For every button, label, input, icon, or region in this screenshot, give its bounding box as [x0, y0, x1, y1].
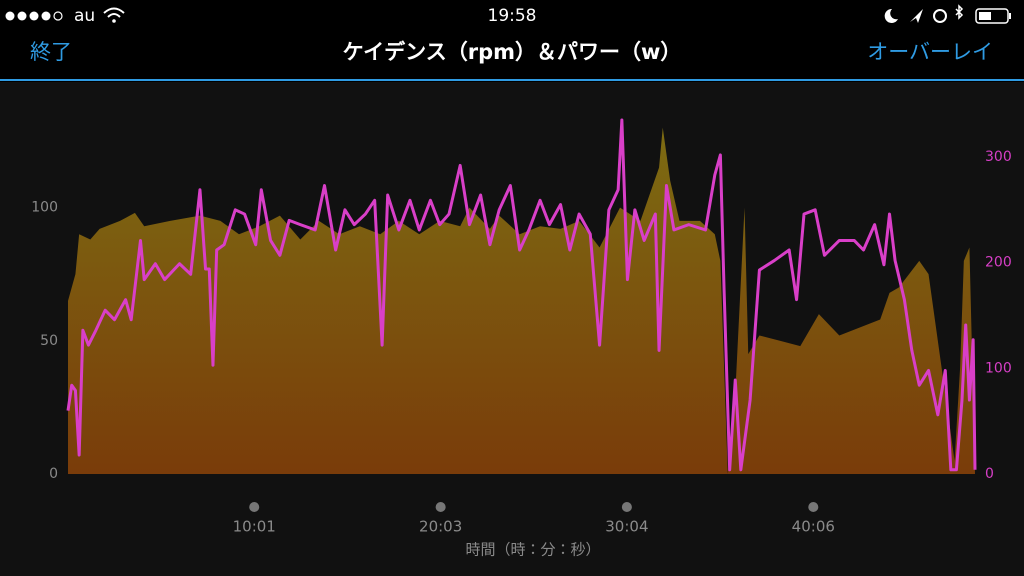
nav-title: ケイデンス（rpm）＆パワー（w）	[343, 40, 682, 64]
y2-tick-label: 200	[985, 255, 1012, 271]
signal	[5, 11, 63, 21]
power-line	[66, 118, 977, 472]
cadence-area	[68, 127, 975, 475]
x-tick-label: 10:01	[233, 518, 276, 536]
x-tick-mark	[808, 502, 819, 512]
overlay-button[interactable]: オーバーレイ	[867, 40, 993, 64]
x-tick-mark	[435, 502, 446, 512]
status-icons	[884, 4, 1011, 24]
x-tick-label: 20:03	[419, 518, 462, 536]
y2-tick-label: 300	[985, 149, 1012, 165]
carrier: au	[74, 6, 95, 26]
back-button[interactable]: 終了	[30, 40, 72, 64]
x-tick-mark	[249, 502, 260, 512]
top-bar	[0, 0, 1024, 82]
y-tick-label: 100	[31, 200, 58, 216]
x-tick-label: 30:04	[605, 518, 648, 536]
y-tick-label: 0	[49, 466, 58, 482]
x-tick-mark	[621, 502, 632, 512]
x-axis-label: 時間（時：分：秒）	[465, 541, 600, 559]
x-tick-label: 40:06	[792, 518, 835, 536]
y-tick-label: 50	[40, 333, 58, 349]
clock: 19:58	[488, 6, 537, 26]
y2-tick-label: 100	[985, 360, 1012, 376]
wifi-icon	[103, 7, 125, 23]
y2-tick-label: 0	[985, 466, 994, 482]
